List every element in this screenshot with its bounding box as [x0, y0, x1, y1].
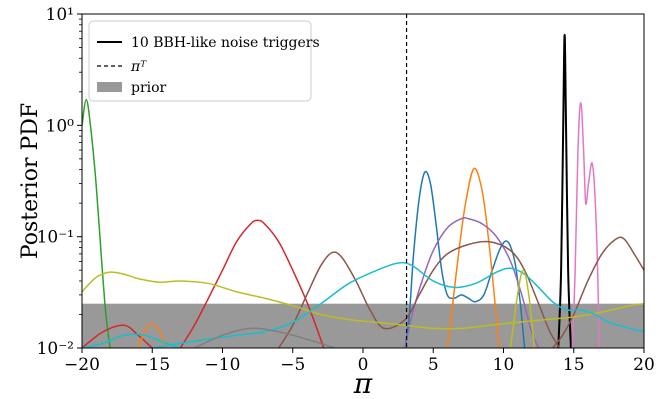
- y-tick-label-2: 10⁻¹: [37, 228, 74, 248]
- y-tick-label-0: 10¹: [46, 5, 74, 25]
- series-line-14: [193, 327, 336, 348]
- series-line-6: [137, 323, 168, 348]
- series-line-8: [404, 217, 540, 348]
- series-line-2: [179, 219, 325, 348]
- x-tick-label-3: −5: [280, 355, 305, 375]
- legend-entry-triggers: 10 BBH-like noise triggers: [131, 35, 320, 51]
- series-line-0: [557, 33, 572, 348]
- series-line-5: [446, 167, 501, 348]
- x-tick-label-7: 15: [563, 355, 585, 375]
- series-line-12: [151, 261, 644, 348]
- series-line-10: [551, 236, 644, 348]
- y-tick-label-1: 10⁰: [46, 116, 75, 136]
- x-tick-label-4: 0: [358, 355, 369, 375]
- legend: 10 BBH-like noise triggers πᵀ prior: [88, 20, 320, 102]
- legend-box: [88, 20, 312, 102]
- series-line-15: [509, 269, 536, 348]
- legend-entry-pi-true: πᵀ: [130, 59, 147, 75]
- legend-entry-prior: prior: [131, 80, 167, 96]
- x-tick-label-5: 5: [428, 355, 439, 375]
- series-line-11: [82, 271, 644, 330]
- x-tick-label-6: 10: [493, 355, 515, 375]
- x-tick-label-2: −10: [205, 355, 241, 375]
- series-line-7: [571, 101, 600, 348]
- x-tick-label-0: −20: [64, 355, 100, 375]
- series-line-3: [82, 324, 153, 348]
- y-axis-label: Posterior PDF: [18, 103, 43, 259]
- series-line-4: [404, 170, 526, 348]
- x-axis-label: π: [353, 367, 373, 399]
- x-tick-label-1: −15: [134, 355, 170, 375]
- legend-prior-patch-icon: [97, 82, 122, 92]
- x-tick-label-8: 20: [633, 355, 655, 375]
- series-line-1: [82, 98, 111, 348]
- series-line-13: [82, 333, 182, 348]
- prior-band: [82, 303, 644, 348]
- series-line-9: [277, 240, 561, 348]
- y-tick-label-3: 10⁻²: [37, 339, 74, 359]
